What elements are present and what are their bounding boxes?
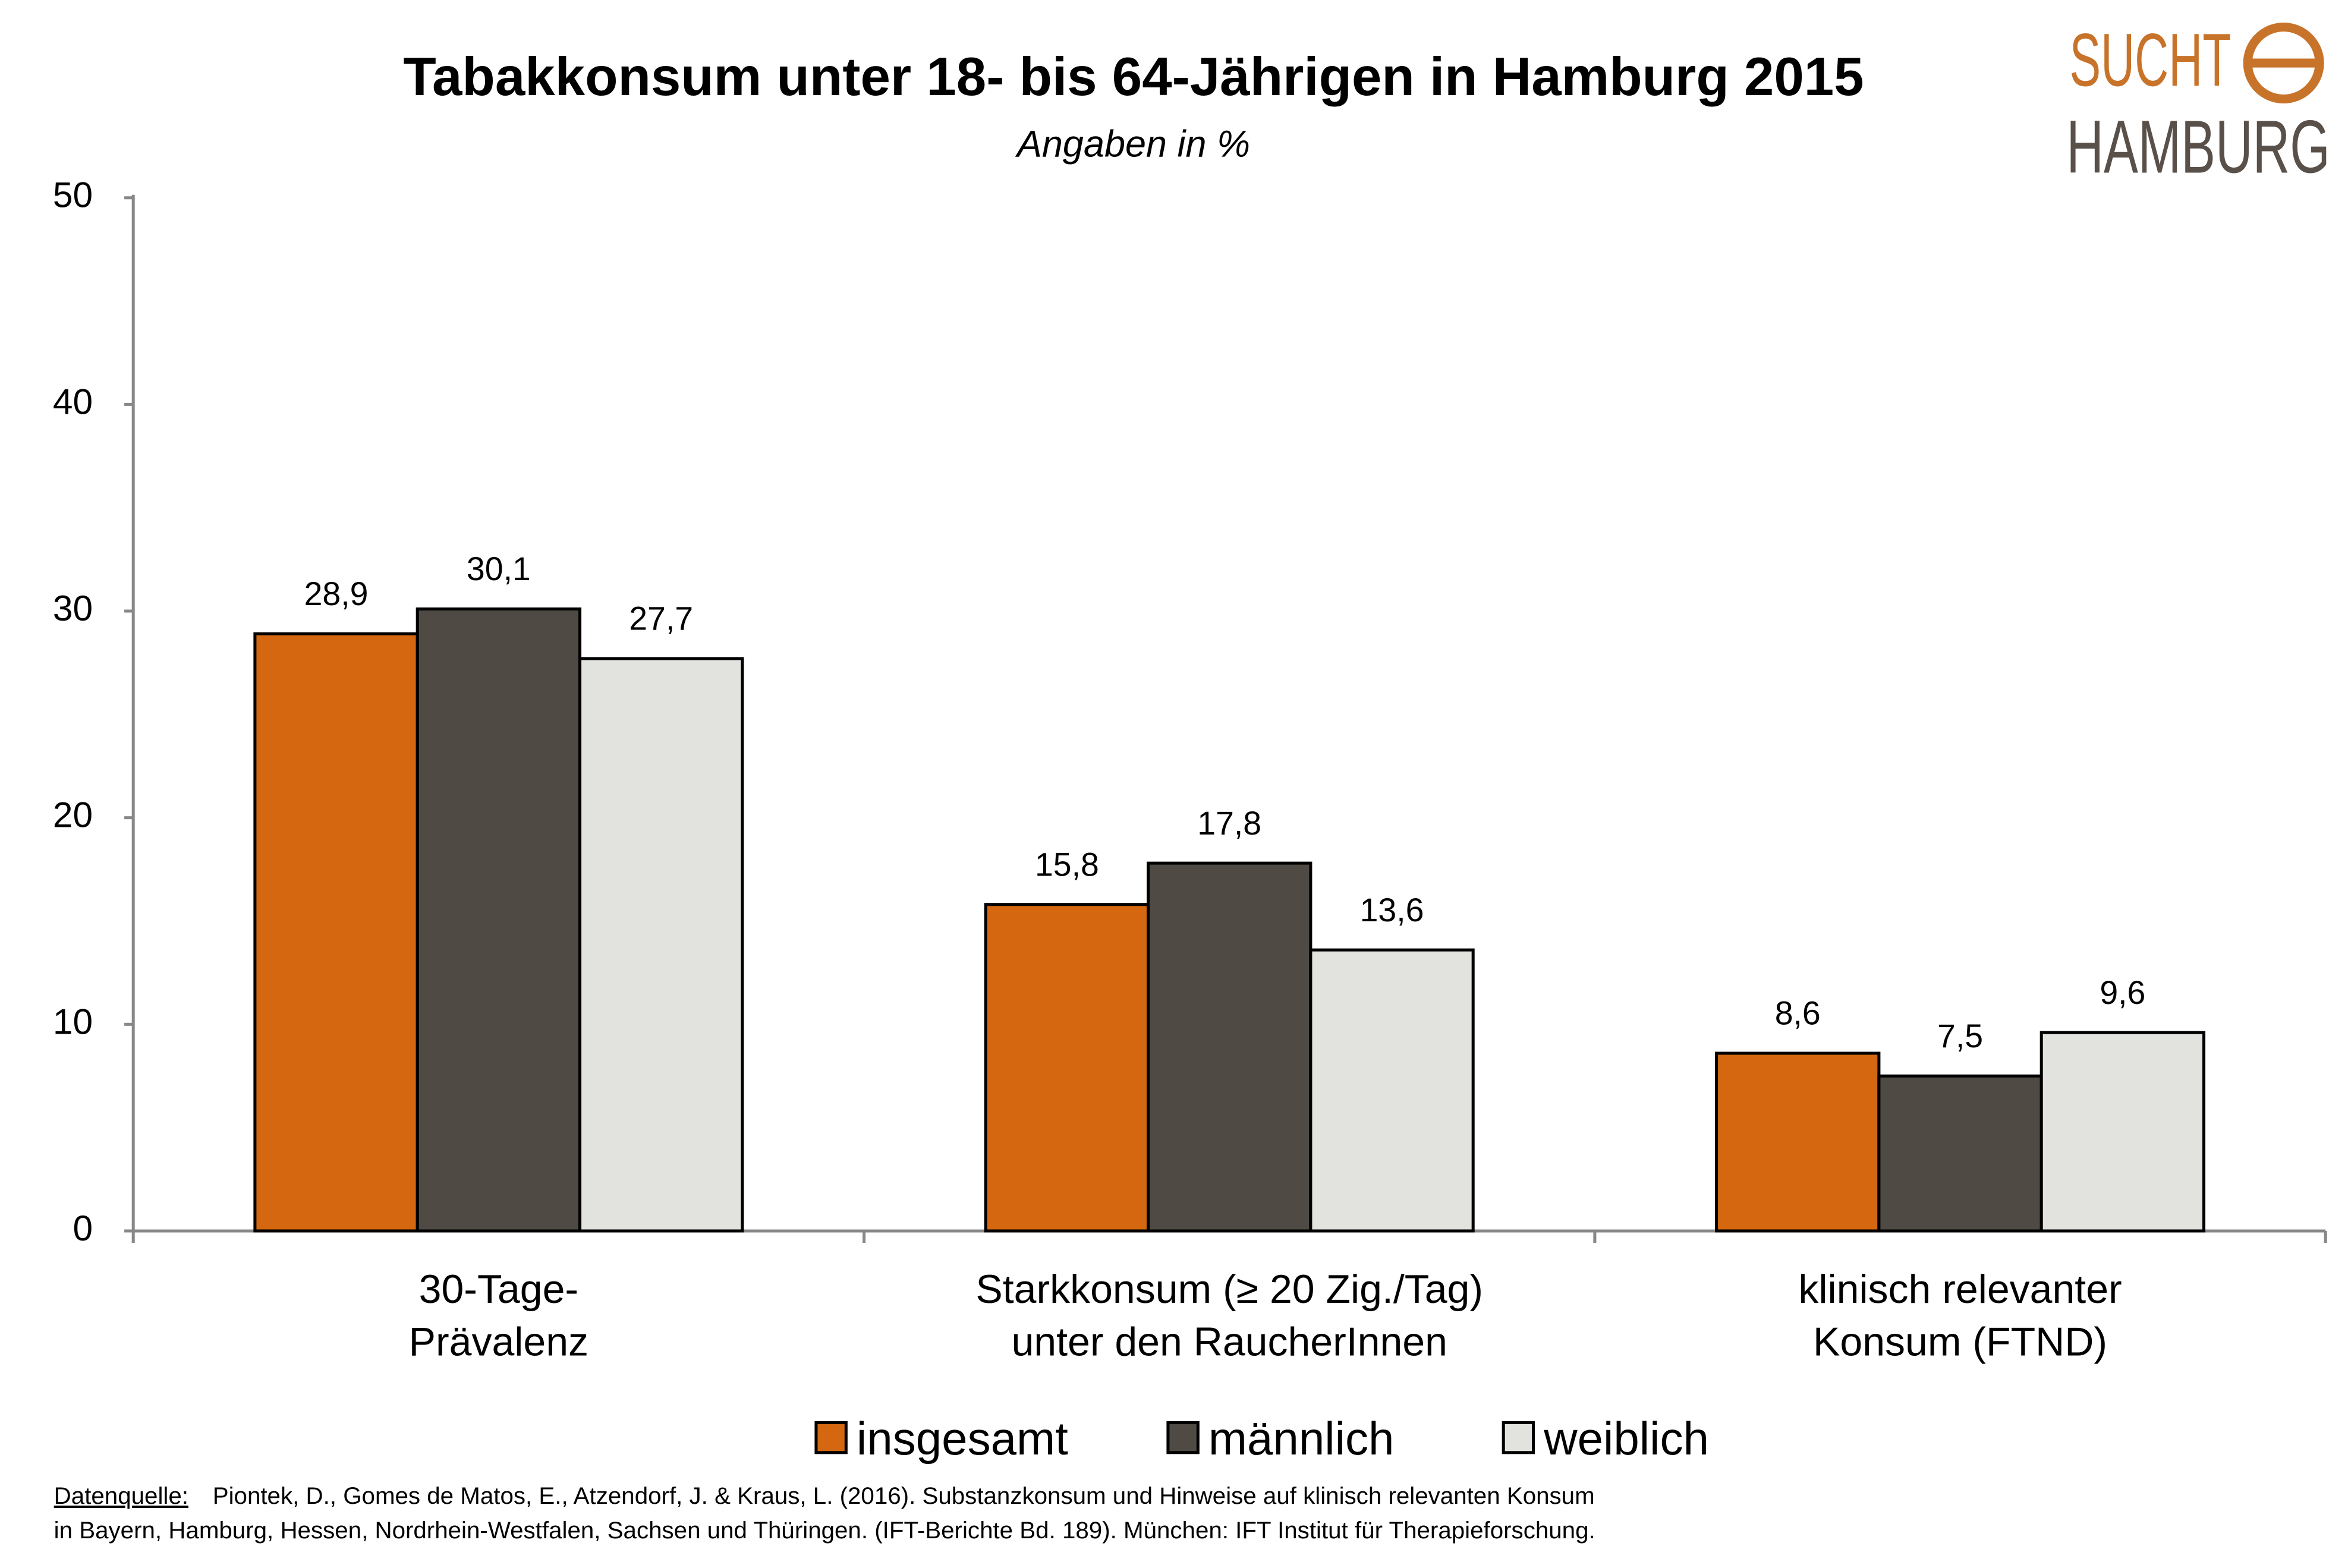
bar bbox=[1309, 948, 1475, 1233]
legend-label: weiblich bbox=[1543, 1412, 1709, 1465]
bar bbox=[253, 632, 419, 1233]
bar bbox=[1147, 861, 1313, 1233]
bar bbox=[984, 903, 1150, 1233]
legend-swatch bbox=[1502, 1421, 1535, 1454]
bar bbox=[1877, 1074, 2043, 1233]
y-tick-label: 30 bbox=[53, 588, 93, 628]
logo: SUCHT HAMBURG bbox=[2066, 18, 2330, 188]
legend-label: insgesamt bbox=[857, 1412, 1068, 1465]
x-tick-label: Starkkonsum (≥ 20 Zig./Tag) bbox=[975, 1267, 1483, 1312]
data-label: 9,6 bbox=[2100, 974, 2145, 1011]
bar bbox=[2039, 1031, 2206, 1233]
data-label: 17,8 bbox=[1197, 805, 1261, 842]
chart-subtitle: Angaben in % bbox=[1015, 124, 1250, 165]
y-tick-label: 20 bbox=[53, 795, 93, 835]
bar bbox=[416, 607, 582, 1233]
x-tick-label: unter den RaucherInnen bbox=[1011, 1319, 1447, 1364]
y-tick-label: 10 bbox=[53, 1001, 93, 1041]
source-label: Datenquelle: bbox=[54, 1482, 188, 1509]
y-tick-label: 50 bbox=[53, 175, 93, 215]
data-label: 7,5 bbox=[1937, 1018, 1983, 1054]
legend-swatch bbox=[814, 1421, 848, 1454]
data-label: 15,8 bbox=[1035, 846, 1099, 883]
chart-title: Tabakkonsum unter 18- bis 64-Jährigen in… bbox=[403, 47, 1864, 107]
logo-top: SUCHT bbox=[2069, 18, 2231, 102]
x-tick-label: Prävalenz bbox=[409, 1319, 588, 1364]
data-label: 27,7 bbox=[629, 600, 693, 637]
source-line: Piontek, D., Gomes de Matos, E., Atzendo… bbox=[213, 1482, 1595, 1509]
data-label: 13,6 bbox=[1360, 892, 1424, 928]
x-tick-label: klinisch relevanter bbox=[1798, 1267, 2122, 1312]
x-tick-label: Konsum (FTND) bbox=[1813, 1319, 2107, 1364]
x-tick-label: 30-Tage- bbox=[419, 1267, 578, 1312]
data-label: 28,9 bbox=[304, 575, 369, 612]
legend-label: männlich bbox=[1208, 1412, 1394, 1465]
data-label: 30,1 bbox=[467, 550, 531, 587]
source-line: in Bayern, Hamburg, Hessen, Nordrhein-We… bbox=[54, 1517, 1595, 1544]
y-tick-label: 40 bbox=[53, 381, 93, 421]
bar bbox=[578, 657, 744, 1233]
bar bbox=[1715, 1051, 1881, 1233]
data-label: 8,6 bbox=[1775, 995, 1821, 1032]
logo-ring bbox=[2243, 23, 2324, 104]
logo-bottom: HAMBURG bbox=[2066, 105, 2330, 188]
legend-swatch bbox=[1166, 1421, 1200, 1454]
y-tick-label: 0 bbox=[73, 1208, 93, 1248]
